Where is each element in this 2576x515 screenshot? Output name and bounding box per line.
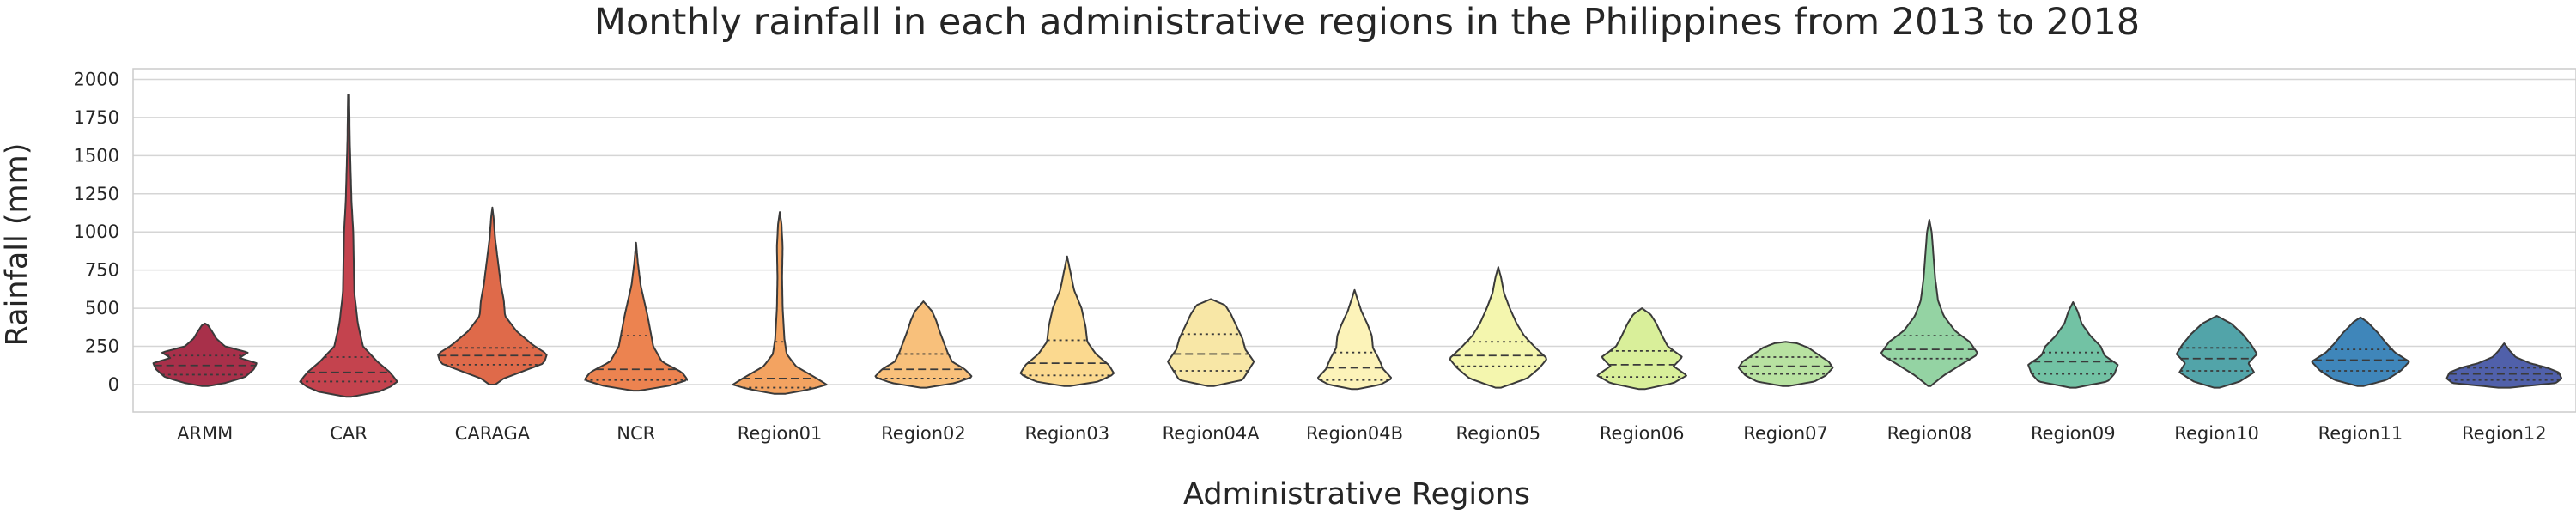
- violin-body-Region03: [1019, 255, 1115, 387]
- x-tick-label-Region08: Region08: [1887, 423, 1972, 444]
- plot-area-frame: [132, 68, 2576, 413]
- y-tick-label-1500: 1500: [74, 145, 119, 166]
- x-tick-label-Region01: Region01: [738, 423, 823, 444]
- violin-ARMM: [152, 322, 258, 387]
- violin-CARAGA: [437, 206, 548, 385]
- chart-title: Monthly rainfall in each administrative …: [594, 1, 2140, 44]
- x-tick-label-Region04A: Region04A: [1163, 423, 1261, 444]
- x-tick-label-Region10: Region10: [2174, 423, 2259, 444]
- x-tick-label-Region07: Region07: [1743, 423, 1828, 444]
- y-axis-label: Rainfall (mm): [0, 143, 34, 347]
- x-tick-label-Region11: Region11: [2318, 423, 2403, 444]
- x-tick-label-NCR: NCR: [617, 423, 655, 444]
- y-tick-label-500: 500: [85, 298, 119, 318]
- violin-body-Region02: [874, 300, 973, 389]
- violin-Region09: [2027, 301, 2119, 389]
- violin-body-CARAGA: [437, 206, 548, 385]
- violin-Region03: [1019, 255, 1115, 387]
- violin-NCR: [584, 241, 688, 392]
- x-tick-label-Region06: Region06: [1600, 423, 1685, 444]
- x-tick-label-Region03: Region03: [1024, 423, 1109, 444]
- violin-Region05: [1449, 266, 1547, 389]
- x-tick-labels: ARMM CAR CARAGA NCR Region01 Region02 Region03…: [177, 423, 2547, 444]
- x-axis-label: Administrative Regions: [1183, 477, 1530, 512]
- violin-body-Region05: [1449, 266, 1547, 389]
- violin-body-CAR: [299, 94, 398, 398]
- gridlines: [133, 78, 2576, 385]
- x-tick-label-CARAGA: CARAGA: [455, 423, 531, 444]
- y-tick-label-2000: 2000: [74, 69, 119, 89]
- x-tick-label-Region04B: Region04B: [1306, 423, 1403, 444]
- x-tick-label-Region09: Region09: [2031, 423, 2116, 444]
- y-tick-labels: 0 250 500 750 1000 1250 1500 1750 2000: [74, 69, 119, 395]
- violins: [152, 94, 2562, 398]
- violin-body-Region09: [2027, 301, 2119, 389]
- violin-body-Region07: [1737, 341, 1834, 387]
- y-tick-label-250: 250: [85, 336, 119, 357]
- violin-body-Region11: [2311, 316, 2410, 387]
- violin-body-NCR: [584, 241, 688, 392]
- violin-Region11: [2311, 316, 2410, 387]
- y-tick-label-1000: 1000: [74, 221, 119, 242]
- violin-Region04A: [1167, 298, 1255, 387]
- violin-Region12: [2445, 342, 2562, 389]
- violin-Region01: [732, 211, 828, 395]
- x-tick-label-Region12: Region12: [2462, 423, 2547, 444]
- violin-Region04B: [1317, 288, 1392, 391]
- violin-body-Region01: [732, 211, 828, 395]
- y-tick-label-750: 750: [85, 260, 119, 281]
- y-tick-label-0: 0: [108, 374, 119, 395]
- violin-Region07: [1737, 341, 1834, 387]
- violin-Region10: [2175, 315, 2258, 389]
- x-tick-label-CAR: CAR: [330, 423, 368, 444]
- violin-Region06: [1596, 307, 1687, 391]
- violin-body-Region06: [1596, 307, 1687, 391]
- violin-body-Region04B: [1317, 288, 1392, 391]
- x-tick-label-Region02: Region02: [881, 423, 966, 444]
- violin-body-Region04A: [1167, 298, 1255, 387]
- y-tick-label-1250: 1250: [74, 184, 119, 204]
- violin-Region02: [874, 300, 973, 389]
- y-tick-label-1750: 1750: [74, 107, 119, 128]
- x-tick-label-ARMM: ARMM: [177, 423, 233, 444]
- violin-body-Region08: [1880, 219, 1978, 387]
- x-tick-label-Region05: Region05: [1456, 423, 1541, 444]
- violin-CAR: [299, 94, 398, 398]
- violin-body-Region10: [2175, 315, 2258, 389]
- violin-body-Region12: [2445, 342, 2562, 389]
- violin-Region08: [1880, 219, 1978, 387]
